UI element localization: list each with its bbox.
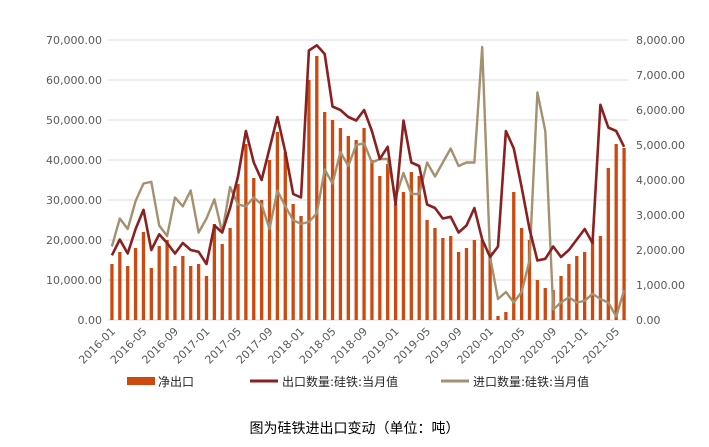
bar-net-export: [378, 176, 382, 320]
bar-net-export: [228, 228, 232, 320]
bar-net-export: [299, 216, 303, 320]
bar-net-export: [622, 148, 626, 320]
legend-label-import-volume: 进口数量:硅铁:当月值: [473, 374, 589, 389]
bar-net-export: [362, 128, 366, 320]
legend: 净出口 出口数量:硅铁:当月值 进口数量:硅铁:当月值: [127, 374, 589, 389]
left-tick-label: 10,000.00: [46, 274, 102, 287]
bar-net-export: [472, 240, 477, 320]
bar-net-export: [323, 112, 327, 320]
bar-net-export: [519, 228, 524, 320]
bar-net-export: [496, 316, 500, 320]
bar-net-export: [614, 144, 618, 320]
bar-net-export: [370, 160, 374, 320]
bar-net-export: [267, 160, 272, 320]
left-tick-label: 60,000.00: [46, 74, 102, 87]
bar-net-export: [409, 172, 413, 320]
bar-net-export: [354, 140, 358, 320]
bar-net-export: [575, 256, 579, 320]
bar-net-export: [220, 244, 224, 320]
bar-net-export: [307, 80, 311, 320]
series-lines: [110, 43, 626, 318]
bar-net-export: [417, 176, 421, 320]
bar-net-export: [212, 224, 217, 320]
bar-net-export: [259, 200, 264, 320]
bar-net-export: [118, 252, 122, 320]
bar-net-export: [189, 266, 193, 320]
bar-net-export: [157, 246, 161, 320]
bar-net-export: [480, 240, 484, 320]
bar-net-export: [338, 128, 343, 320]
bar-net-export: [196, 264, 201, 320]
bar-net-export: [173, 266, 177, 320]
right-tick-label: 0.00: [636, 314, 661, 327]
bar-net-export: [133, 248, 138, 320]
bar-net-export: [425, 220, 429, 320]
bar-net-export: [535, 280, 540, 320]
figure-caption: 图为硅铁进出口变动（单位：吨）: [249, 421, 460, 437]
bar-net-export: [598, 236, 603, 320]
left-tick-label: 40,000.00: [46, 154, 102, 167]
left-tick-label: 30,000.00: [46, 194, 102, 207]
bar-net-export: [583, 252, 587, 320]
right-tick-label: 4,000.00: [636, 174, 685, 187]
bar-net-export: [567, 264, 571, 320]
bar-net-export: [236, 184, 240, 320]
right-tick-label: 2,000.00: [636, 244, 685, 257]
bar-net-export: [590, 240, 595, 320]
bar-net-export: [275, 132, 280, 320]
right-tick-label: 8,000.00: [636, 34, 685, 47]
right-tick-label: 5,000.00: [636, 139, 685, 152]
right-axis-ticks: 0.00 1,000.00 2,000.00 3,000.00 4,000.00 5,00…: [636, 34, 685, 327]
bar-net-export: [204, 276, 209, 320]
x-axis-ticks: 2016-012016-052016-092017-012017-052017-…: [76, 325, 622, 367]
bar-net-export: [606, 168, 610, 320]
bar-net-export: [559, 276, 563, 320]
bar-net-export: [449, 236, 453, 320]
bar-net-export: [149, 268, 153, 320]
bar-net-export: [110, 264, 114, 320]
right-tick-label: 6,000.00: [636, 104, 685, 117]
bar-net-export: [401, 192, 406, 320]
bar-net-export: [504, 312, 508, 320]
bar-net-export: [393, 204, 398, 320]
bar-net-export: [126, 266, 130, 320]
left-tick-label: 50,000.00: [46, 114, 102, 127]
bar-net-export: [456, 252, 461, 320]
legend-label-export-volume: 出口数量:硅铁:当月值: [282, 374, 398, 389]
right-tick-label: 1,000.00: [636, 279, 685, 292]
left-axis-ticks: 0.00 10,000.00 20,000.00 30,000.00 40,000.00…: [46, 34, 102, 327]
bar-net-export: [464, 248, 469, 320]
bar-net-export: [315, 56, 319, 320]
line-import-volume: [110, 45, 626, 318]
bar-net-export: [441, 238, 445, 320]
bar-net-export: [433, 228, 437, 320]
bar-net-export: [165, 240, 169, 320]
bar-net-export: [141, 232, 146, 320]
right-tick-label: 3,000.00: [636, 209, 685, 222]
bar-net-export: [512, 192, 516, 320]
bar-net-export: [283, 152, 287, 320]
line-export-volume: [110, 43, 626, 266]
left-tick-label: 0.00: [78, 314, 103, 327]
bar-net-export: [291, 204, 295, 320]
bar-net-export: [488, 252, 492, 320]
bar-net-export: [244, 144, 248, 320]
bar-net-export: [527, 240, 532, 320]
bar-net-export: [543, 288, 547, 320]
left-tick-label: 20,000.00: [46, 234, 102, 247]
bar-net-export: [330, 120, 335, 320]
gridlines: [108, 39, 628, 321]
bar-net-export: [181, 256, 185, 320]
bar-net-export: [386, 164, 390, 320]
legend-label-net-export: 净出口: [158, 375, 194, 389]
net-export-bars: [110, 56, 626, 320]
legend-swatch-net-export: [127, 377, 155, 385]
right-tick-label: 7,000.00: [636, 69, 685, 82]
left-tick-label: 70,000.00: [46, 34, 102, 47]
bar-net-export: [346, 136, 350, 320]
bar-net-export: [252, 178, 256, 320]
